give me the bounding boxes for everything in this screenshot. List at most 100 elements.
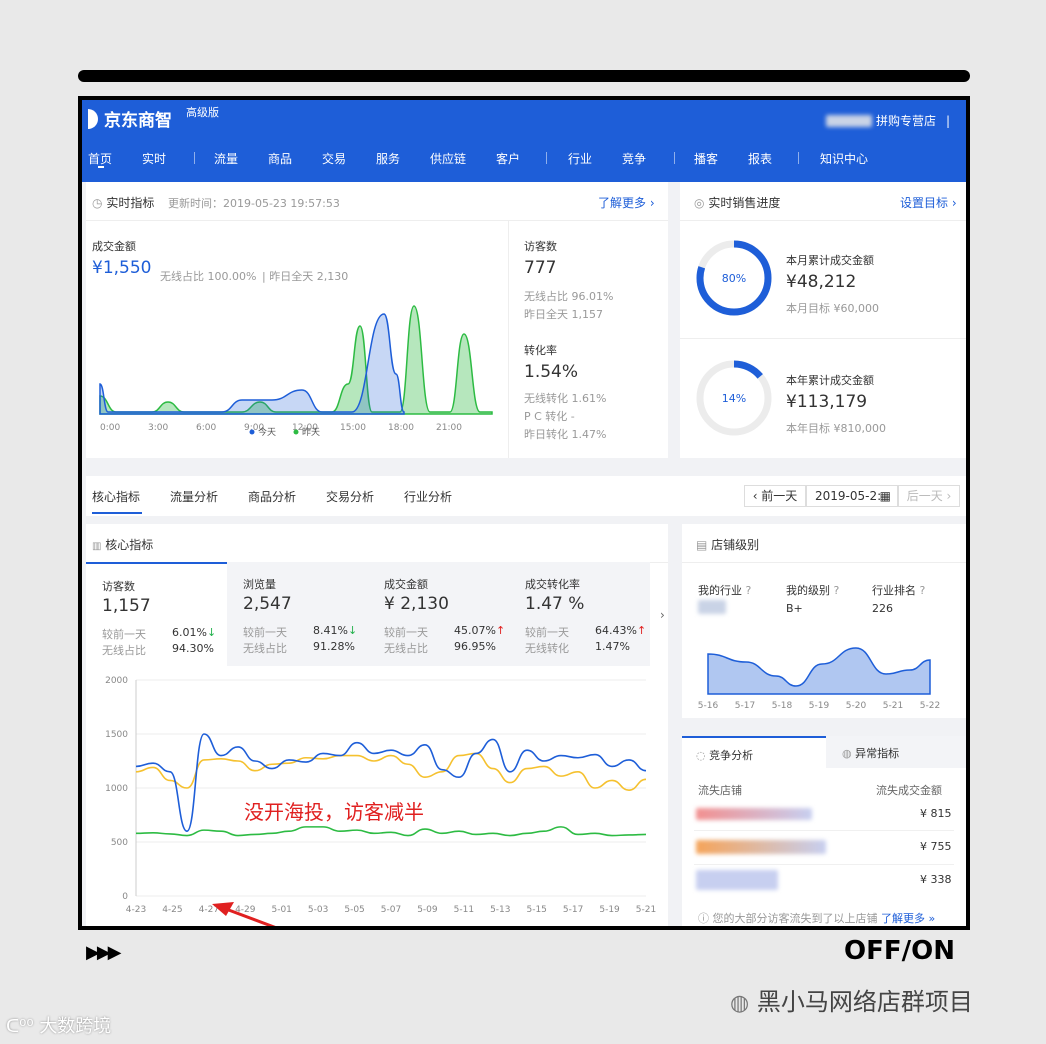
x-tick-label: 3:00	[148, 423, 168, 433]
visitors-label: 访客数	[524, 240, 557, 253]
nav-traffic[interactable]: 流量	[214, 152, 239, 166]
tab-industry[interactable]: 行业分析	[404, 490, 453, 504]
cards-next-arrow[interactable]: ›	[660, 608, 665, 622]
tab-trade[interactable]: 交易分析	[326, 490, 375, 504]
wireless-label: 无线占比	[102, 644, 146, 657]
date-picker[interactable]: 2019-05-2: ▦	[806, 485, 898, 507]
tab-anomaly[interactable]: ◍ 异常指标	[826, 736, 966, 768]
compare-label: 较前一天	[243, 626, 287, 639]
prev-day-button[interactable]: ‹ 前一天	[744, 485, 806, 507]
gmv-yesterday-text: 昨日全天 2,130	[269, 270, 349, 283]
x-tick-label: 4-27	[199, 905, 219, 915]
metric-card[interactable]: 访客数 1,157 较前一天 6.01%↓ 无线占比 94.30%	[86, 562, 227, 666]
compare-label: 较前一天	[102, 628, 146, 641]
x-tick-label: 5-19	[809, 701, 830, 711]
wireless-label: 无线转化	[525, 642, 569, 655]
help-icon[interactable]: ?	[919, 584, 926, 597]
tab-traffic[interactable]: 流量分析	[170, 490, 219, 504]
set-target-link[interactable]: 设置目标 ›	[900, 196, 957, 210]
logo-icon	[88, 108, 98, 129]
nav-home[interactable]: 首页	[88, 152, 113, 166]
blue-series	[135, 733, 647, 833]
visitors-value: 777	[524, 258, 557, 278]
brand-text: 黑小马网络店群项目	[756, 988, 973, 1016]
tab-products[interactable]: 商品分析	[248, 490, 297, 504]
conversion-pc: P C 转化 -	[524, 410, 575, 423]
year-progress-ring: 14%	[696, 360, 772, 436]
watermark-logo-icon: ᑕ⁰⁰	[6, 1016, 34, 1037]
nav-service[interactable]: 服务	[376, 152, 401, 166]
orange-series	[135, 752, 647, 791]
nav-sep	[798, 152, 799, 164]
metric-value: 1.47 %	[525, 594, 585, 614]
store-name[interactable]: 拼购专营店 |	[825, 112, 950, 129]
compare-value-text: 64.43%	[595, 624, 637, 637]
app-header: 京东商智 高级版 拼购专营店 | 首页 实时 流量 商品 交易 服务 供应链 客户…	[82, 100, 966, 182]
realtime-panel: ◷ 实时指标 更新时间：2019-05-23 19:57:53 了解更多 › 成…	[86, 182, 668, 458]
visitors-wireless: 无线占比 96.01%	[524, 290, 614, 303]
nav-competition[interactable]: 竞争	[622, 152, 647, 166]
industry-col-text: 我的行业	[698, 584, 742, 597]
x-tick-label: 5-21	[636, 905, 656, 915]
shop-level-title: ▤ 店铺级别	[696, 536, 759, 553]
jd-logo[interactable]: 京东商智	[88, 106, 172, 131]
month-ring-pct: 80%	[722, 272, 746, 285]
metric-card[interactable]: 成交转化率 1.47 % 较前一天 64.43%↑ 无线转化 1.47%	[509, 562, 650, 666]
next-day-button[interactable]: 后一天 ›	[898, 485, 960, 507]
nav-industry[interactable]: 行业	[568, 152, 593, 166]
metric-card[interactable]: 成交金额 ¥ 2,130 较前一天 45.07%↑ 无线占比 96.95%	[368, 562, 509, 666]
competition-learn-more[interactable]: 了解更多 »	[881, 912, 936, 925]
off-on-label: OFF/ON	[844, 936, 955, 966]
nav-reports[interactable]: 报表	[748, 152, 773, 166]
nav-podcast[interactable]: 播客	[694, 152, 719, 166]
wechat-icon: ◍	[730, 991, 750, 1016]
annotation-arrowhead	[212, 902, 234, 916]
x-tick-label: 5-17	[563, 905, 583, 915]
metric-card[interactable]: 浏览量 2,547 较前一天 8.41%↓ 无线占比 91.28%	[227, 562, 368, 666]
x-tick-label: 5-15	[526, 905, 546, 915]
x-tick-label: 12:00	[292, 423, 318, 433]
learn-more-link[interactable]: 了解更多 ›	[598, 196, 655, 210]
trend-arrow-icon: ↓	[347, 624, 358, 637]
gmv-label: 成交金额	[92, 240, 136, 253]
month-target: 本月目标 ¥60,000	[786, 302, 879, 315]
year-label: 本年累计成交金额	[786, 374, 874, 387]
x-tick-label: 5-11	[454, 905, 474, 915]
realtime-title: ◷ 实时指标	[92, 194, 154, 211]
tab-competition[interactable]: ◌ 竞争分析	[682, 736, 826, 768]
store-name-text: 拼购专营店	[875, 114, 936, 128]
compare-value: 8.41%↓	[313, 624, 357, 637]
x-tick-label: 4-29	[235, 905, 256, 915]
level-trend-chart: 5-16 5-17 5-18 5-19 5-20 5-21 5-22	[698, 647, 940, 711]
y-tick-label: 0	[122, 892, 128, 902]
divider	[694, 864, 954, 865]
nav-products[interactable]: 商品	[268, 152, 293, 166]
tab-anomaly-label: ◍ 异常指标	[842, 745, 899, 761]
help-icon[interactable]: ?	[833, 584, 840, 597]
x-tick-label: 6:00	[196, 423, 216, 433]
update-time: 更新时间：2019-05-23 19:57:53	[168, 197, 340, 210]
month-value: ¥48,212	[786, 272, 857, 292]
blurred-industry	[698, 600, 726, 614]
help-icon[interactable]: ?	[745, 584, 752, 597]
core-title: ▥ 核心指标	[92, 536, 153, 553]
nav-customers[interactable]: 客户	[496, 152, 521, 166]
logo-text: 京东商智	[104, 111, 172, 131]
annotation-arrow	[217, 904, 276, 926]
tab-core[interactable]: 核心指标	[92, 490, 141, 504]
lost-amount-3: ¥ 338	[920, 873, 952, 886]
competition-footer: ⓘ 您的大部分访客流失到了以上店铺 了解更多 »	[698, 910, 935, 926]
competition-footer-text: 您的大部分访客流失到了以上店铺	[712, 912, 878, 925]
x-tick-label: 5-20	[846, 701, 867, 711]
nav-supply-chain[interactable]: 供应链	[430, 152, 467, 166]
divider	[86, 220, 668, 221]
compare-value-text: 6.01%	[172, 626, 207, 639]
wireless-value: 1.47%	[595, 640, 630, 653]
blurred-store-prefix	[825, 114, 872, 127]
nav-realtime[interactable]: 实时	[142, 152, 167, 166]
x-tick-label: 5-18	[772, 701, 793, 711]
nav-knowledge[interactable]: 知识中心	[820, 152, 869, 166]
x-tick-label: 4-25	[162, 905, 182, 915]
blurred-shop-2	[696, 840, 826, 854]
nav-trade[interactable]: 交易	[322, 152, 347, 166]
